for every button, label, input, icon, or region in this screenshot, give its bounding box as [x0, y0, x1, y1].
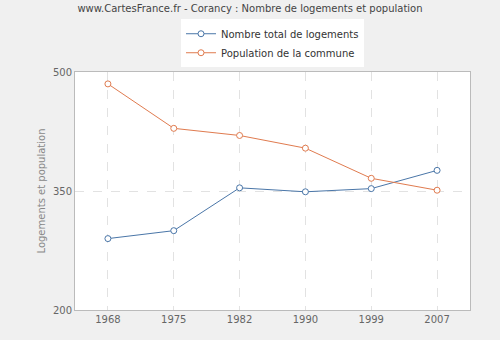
svg-text:Nombre total de logements: Nombre total de logements: [221, 29, 358, 40]
svg-text:500: 500: [53, 67, 72, 78]
svg-text:www.CartesFrance.fr - Corancy: www.CartesFrance.fr - Corancy : Nombre d…: [77, 3, 422, 14]
svg-text:1975: 1975: [161, 314, 186, 325]
svg-text:2007: 2007: [424, 314, 449, 325]
svg-text:1999: 1999: [359, 314, 384, 325]
svg-text:1990: 1990: [293, 314, 318, 325]
svg-text:200: 200: [53, 305, 72, 316]
svg-text:350: 350: [53, 186, 72, 197]
svg-text:1968: 1968: [95, 314, 120, 325]
svg-text:1982: 1982: [227, 314, 252, 325]
svg-text:Logements et population: Logements et population: [36, 128, 47, 253]
svg-text:Population de la commune: Population de la commune: [221, 48, 354, 59]
